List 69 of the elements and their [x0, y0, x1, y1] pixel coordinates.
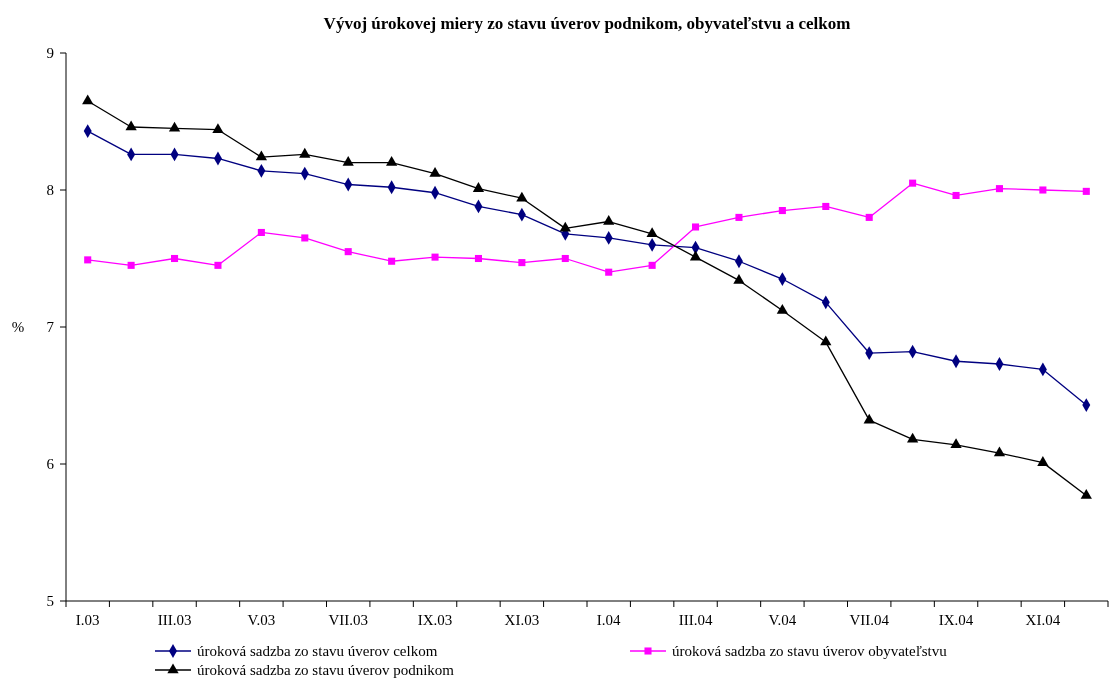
- point: [993, 446, 1006, 457]
- point: [214, 261, 222, 269]
- point: [559, 221, 571, 232]
- x-tick-label: IX.04: [938, 612, 974, 628]
- point: [646, 227, 658, 238]
- point: [605, 268, 613, 276]
- point: [603, 215, 615, 225]
- point: [388, 257, 396, 265]
- x-tick-label: V.04: [768, 612, 797, 628]
- point: [255, 150, 268, 161]
- y-tick-label: 9: [46, 45, 54, 61]
- point: [561, 254, 569, 263]
- point: [995, 185, 1003, 193]
- point: [1080, 489, 1092, 499]
- point: [342, 156, 354, 166]
- point: [950, 438, 962, 449]
- point: [429, 167, 441, 177]
- point: [82, 94, 94, 105]
- point: [822, 202, 830, 210]
- point: [127, 261, 135, 269]
- point: [168, 121, 181, 132]
- x-tick-label: III.04: [678, 612, 713, 628]
- x-tick-label: XI.03: [504, 612, 540, 628]
- point: [1082, 187, 1090, 195]
- y-tick-label: 5: [46, 593, 54, 609]
- y-tick-label: 7: [46, 319, 55, 335]
- x-tick-label: VII.03: [328, 612, 368, 628]
- point: [820, 335, 832, 346]
- x-tick-label: I.04: [596, 612, 622, 628]
- y-tick-label: 6: [46, 456, 55, 472]
- point: [909, 179, 917, 187]
- x-tick-label: III.03: [157, 612, 192, 628]
- point: [301, 234, 309, 242]
- point: [385, 156, 398, 166]
- point: [257, 228, 265, 237]
- x-tick-label: V.03: [247, 612, 276, 628]
- point: [518, 259, 526, 267]
- y-tick-label: 8: [46, 182, 54, 198]
- point: [863, 413, 875, 424]
- point: [84, 256, 92, 264]
- point: [735, 213, 743, 221]
- x-tick-label: IX.03: [417, 612, 453, 628]
- point: [299, 147, 311, 158]
- point: [865, 213, 873, 221]
- legend-label: úroková sadzba zo stavu úverov podnikom: [197, 662, 455, 678]
- point: [648, 261, 656, 269]
- point: [431, 253, 439, 261]
- point: [212, 123, 224, 133]
- point: [692, 223, 700, 231]
- x-tick-label: VII.04: [849, 612, 890, 628]
- point: [125, 120, 137, 131]
- point: [1037, 456, 1049, 466]
- x-tick-label: I.03: [75, 612, 100, 628]
- point: [733, 273, 745, 284]
- legend-label: úroková sadzba zo stavu úverov obyvateľstvu: [672, 643, 948, 659]
- point: [778, 207, 786, 215]
- point: [171, 254, 179, 263]
- point: [344, 248, 352, 256]
- point: [474, 254, 482, 263]
- chart-title: Vývoj úrokovej miery zo stavu úverov podnikom, obyvateľstvu a celkom: [323, 14, 851, 33]
- point: [906, 432, 919, 443]
- legend-label: úroková sadzba zo stavu úverov celkom: [197, 643, 438, 659]
- point: [952, 191, 960, 200]
- y-axis-title: %: [11, 319, 25, 335]
- point: [472, 182, 485, 192]
- point: [1039, 186, 1047, 194]
- x-tick-label: XI.04: [1025, 612, 1061, 628]
- point: [689, 250, 702, 261]
- point: [776, 304, 789, 314]
